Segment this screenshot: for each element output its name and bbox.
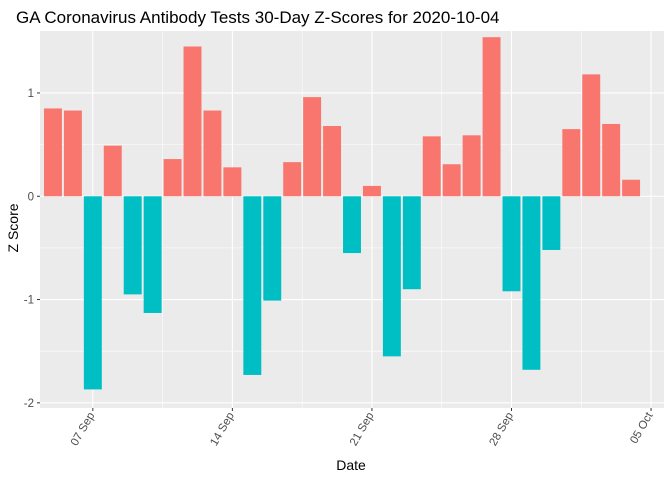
bar: [43, 108, 62, 197]
y-tick-label: 0: [28, 191, 34, 203]
bar: [402, 196, 421, 290]
bar: [482, 37, 501, 197]
bar: [343, 196, 361, 254]
x-axis-label: Date: [336, 457, 366, 473]
x-tick-label: 28 Sep: [487, 411, 516, 449]
bar: [303, 97, 322, 197]
x-tick-label: 07 Sep: [69, 411, 98, 449]
y-axis-label: Z Score: [5, 203, 21, 252]
bar: [542, 196, 561, 250]
bar: [442, 164, 461, 197]
bar: [522, 196, 541, 370]
bar: [502, 196, 521, 292]
x-tick-label: 14 Sep: [208, 411, 237, 449]
chart-title: GA Coronavirus Antibody Tests 30-Day Z-S…: [16, 8, 499, 27]
bar: [123, 196, 142, 295]
x-axis: 07 Sep 14 Sep 21 Sep 28 Sep 05 Oct: [69, 408, 656, 448]
bar: [602, 123, 621, 197]
bar: [462, 135, 481, 197]
bar: [163, 159, 182, 197]
x-tick-label: 05 Oct: [628, 410, 656, 446]
bar: [622, 179, 641, 197]
bar: [203, 110, 222, 197]
x-tick-label: 21 Sep: [348, 411, 377, 449]
y-tick-label: -1: [24, 295, 34, 307]
bars: [43, 37, 641, 390]
bar: [582, 74, 601, 197]
bar: [83, 196, 102, 390]
bar: [103, 145, 122, 197]
bar: [223, 167, 242, 197]
bar: [382, 196, 401, 357]
bar: [422, 136, 441, 197]
bar: [562, 129, 581, 197]
bar: [323, 126, 342, 197]
bar: [263, 196, 282, 301]
bar: [362, 185, 381, 197]
bar: [63, 110, 82, 197]
y-tick-label: 1: [28, 88, 34, 100]
y-tick-label: -2: [24, 398, 34, 410]
y-axis: -2 -1 0 1: [24, 88, 40, 410]
bar: [183, 46, 202, 197]
bar: [283, 162, 302, 197]
bar: [243, 196, 262, 375]
bar: [143, 196, 162, 313]
